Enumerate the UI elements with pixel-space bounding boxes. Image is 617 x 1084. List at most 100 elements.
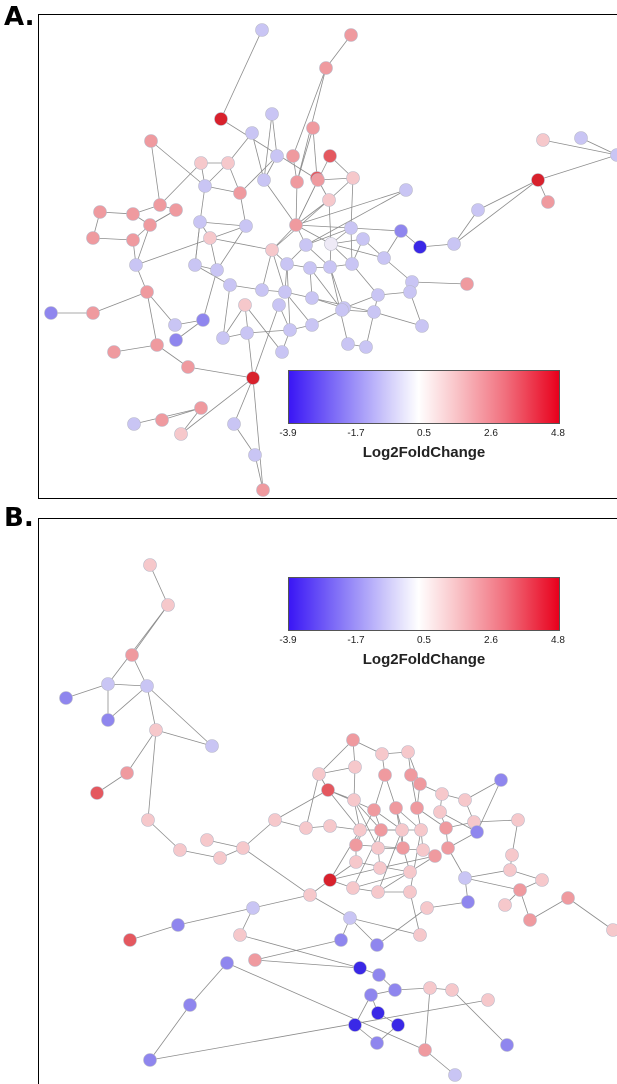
network-node: [321, 783, 335, 797]
network-node: [523, 913, 537, 927]
network-node: [155, 413, 169, 427]
network-node: [125, 648, 139, 662]
network-node: [305, 318, 319, 332]
network-node: [289, 218, 303, 232]
network-node: [389, 801, 403, 815]
network-node: [140, 679, 154, 693]
network-edge: [65, 683, 109, 699]
network-node: [503, 863, 517, 877]
network-node: [371, 288, 385, 302]
network-node: [391, 1018, 405, 1032]
network-edge: [295, 224, 352, 229]
network-node: [498, 898, 512, 912]
network-node: [240, 326, 254, 340]
network-edge: [409, 829, 422, 893]
network-node: [341, 337, 355, 351]
network-node: [265, 107, 279, 121]
network-node: [286, 149, 300, 163]
network-edge: [244, 304, 254, 379]
network-node: [194, 401, 208, 415]
network-node: [221, 156, 235, 170]
network-node: [214, 112, 228, 126]
network-node: [248, 448, 262, 462]
network-edge: [233, 377, 254, 425]
network-node: [353, 961, 367, 975]
network-edge: [220, 118, 319, 181]
network-edge: [567, 897, 614, 931]
network-node: [347, 793, 361, 807]
legend-a-tick: 4.8: [551, 428, 565, 439]
network-node: [403, 865, 417, 879]
network-node: [268, 813, 282, 827]
network-node: [345, 257, 359, 271]
network-node: [353, 823, 367, 837]
network-edge: [159, 162, 202, 206]
legend-a-title: Log2FoldChange: [362, 444, 486, 461]
network-node: [606, 923, 617, 937]
network-node: [511, 813, 525, 827]
network-node: [513, 883, 527, 897]
network-node: [413, 777, 427, 791]
network-edge: [295, 189, 407, 226]
network-node: [388, 983, 402, 997]
network-node: [416, 843, 430, 857]
network-node: [311, 173, 325, 187]
network-node: [283, 323, 297, 337]
network-node: [120, 766, 134, 780]
network-edge: [147, 729, 157, 821]
network-node: [275, 345, 289, 359]
network-edge: [305, 227, 352, 246]
network-node: [403, 285, 417, 299]
network-node: [323, 260, 337, 274]
network-node: [280, 257, 294, 271]
network-edge: [473, 819, 519, 823]
network-node: [193, 215, 207, 229]
network-edge: [295, 181, 298, 226]
network-node: [343, 911, 357, 925]
network-edge: [239, 934, 361, 969]
network-node: [404, 768, 418, 782]
network-node: [144, 134, 158, 148]
network-node: [210, 263, 224, 277]
network-node: [153, 198, 167, 212]
network-node: [346, 881, 360, 895]
network-edge: [295, 179, 319, 226]
network-edge: [226, 962, 426, 1051]
network-node: [127, 417, 141, 431]
network-edge: [254, 939, 342, 961]
network-node: [439, 821, 453, 835]
network-node: [461, 895, 475, 909]
network-edge: [146, 291, 176, 326]
network-node: [143, 1053, 157, 1067]
network-node: [395, 823, 409, 837]
network-edge: [329, 266, 345, 309]
network-edge: [147, 819, 181, 851]
network-edge: [242, 819, 276, 849]
network-edge: [529, 897, 569, 921]
network-node: [248, 953, 262, 967]
network-node: [349, 838, 363, 852]
network-node: [198, 179, 212, 193]
network-node: [349, 855, 363, 869]
network-edge: [107, 604, 169, 685]
network-edge: [150, 140, 206, 187]
network-node: [101, 677, 115, 691]
network-edge: [254, 959, 361, 969]
network-edge: [542, 139, 617, 156]
network-node: [403, 885, 417, 899]
network-node: [306, 121, 320, 135]
network-edge: [180, 377, 254, 435]
network-node: [246, 901, 260, 915]
legend-b-title: Log2FoldChange: [362, 651, 486, 668]
network-node: [481, 993, 495, 1007]
panel-a-frame: [38, 14, 617, 499]
network-edge: [126, 729, 157, 774]
network-node: [255, 283, 269, 297]
network-node: [299, 238, 313, 252]
network-edge: [244, 304, 283, 353]
panel-b-frame: [38, 518, 617, 1084]
network-node: [174, 427, 188, 441]
network-node: [86, 306, 100, 320]
network-edge: [312, 127, 318, 179]
network-edge: [149, 1004, 191, 1061]
